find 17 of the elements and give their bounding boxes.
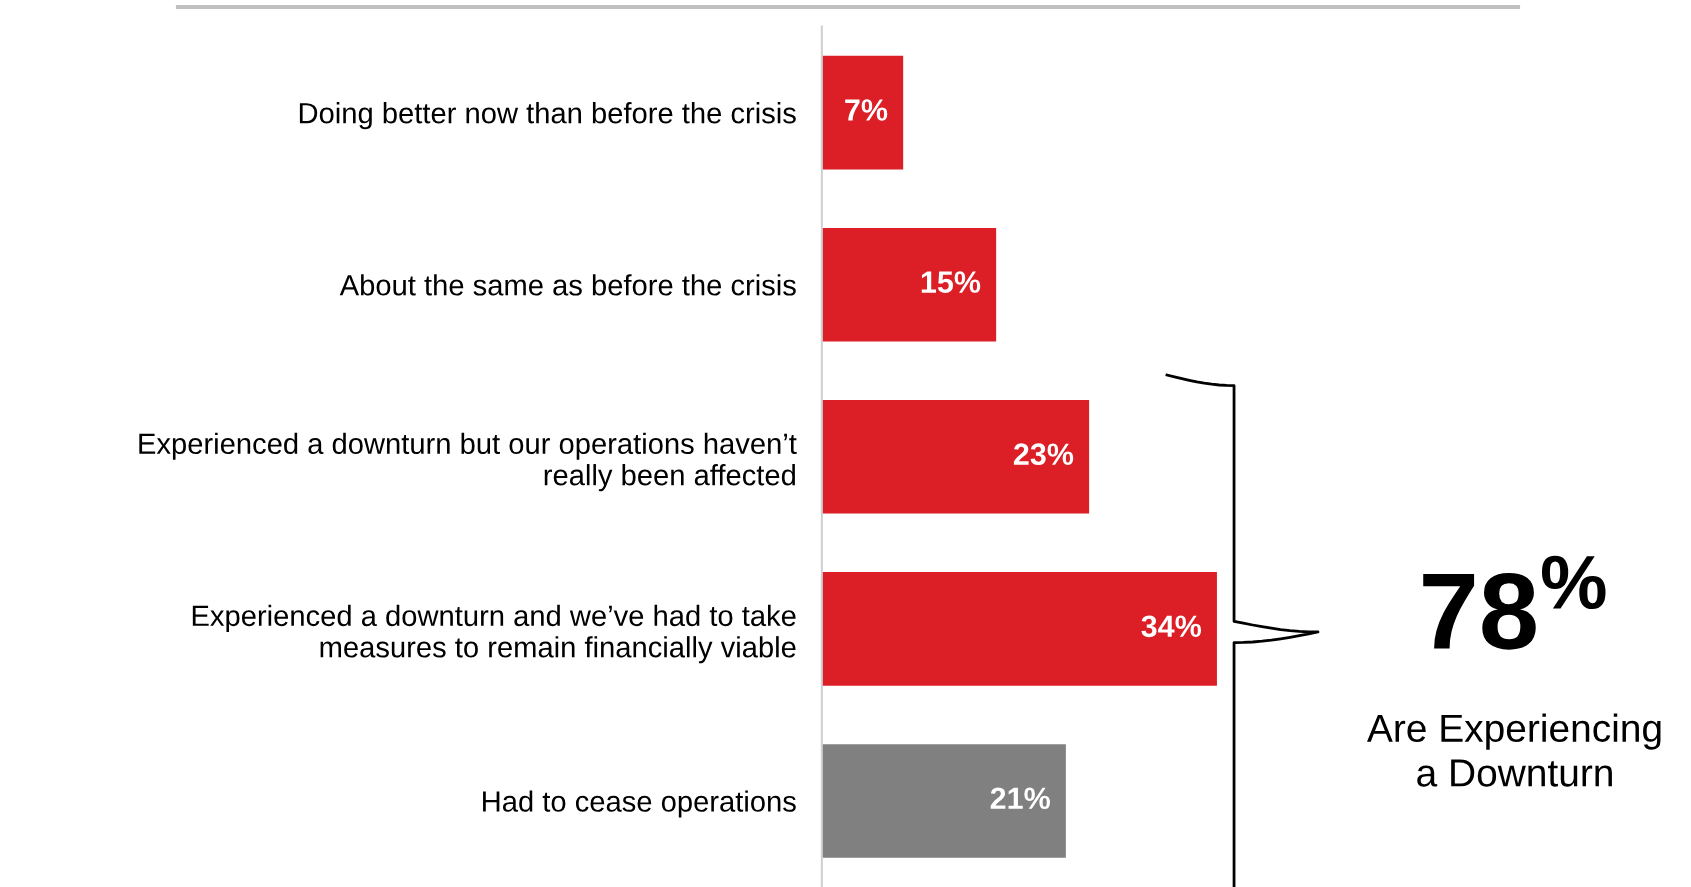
y-tick-label: Had to cease operations — [483, 790, 796, 818]
y-tick-label: About the same as before the crisis — [339, 274, 796, 296]
bar — [821, 227, 997, 342]
bar — [821, 744, 1066, 858]
y-tick-label: Doing better now than before the crisis — [299, 102, 796, 130]
y-tick-label: Experienced a downturn but our operations haven’t really been affected — [139, 432, 797, 492]
bar — [821, 572, 1217, 686]
bar — [821, 55, 904, 170]
text: 78$^{%}$ — [1423, 555, 1606, 650]
bar — [821, 400, 1090, 514]
data-label: 23% — [1013, 443, 1074, 466]
data-label: 34% — [1141, 615, 1202, 638]
text: Are Experiencing a Downturn — [1367, 713, 1661, 787]
data-label: 7% — [845, 99, 888, 121]
data-label: 15% — [921, 271, 981, 293]
y-tick-label: Experienced a downturn and we’ve had to take measures to remain financially viable — [192, 604, 796, 664]
data-label: 21% — [990, 787, 1050, 810]
